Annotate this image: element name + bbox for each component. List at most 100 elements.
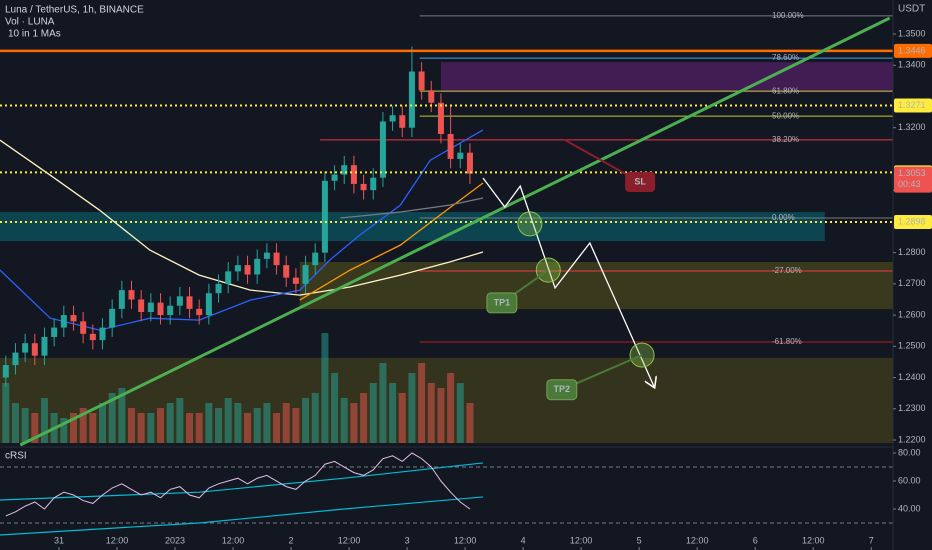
candle-body [466, 152, 473, 174]
candle-body [167, 305, 174, 316]
candle-body [51, 327, 58, 337]
last-price: 1.3053 [898, 168, 926, 178]
volume-bar [215, 408, 223, 443]
price-tag [894, 215, 932, 230]
candle-body [31, 343, 38, 356]
candle-body [399, 115, 406, 128]
fib-label: -61.80% [772, 337, 802, 346]
candle-body [350, 165, 357, 184]
candle-body [138, 299, 145, 312]
volume-bar [350, 403, 358, 443]
y-tick-label: 1.2200 [898, 434, 926, 444]
candle-body [70, 315, 77, 322]
candle-body [389, 115, 396, 122]
x-tick-label: 12:00 [222, 535, 245, 545]
moving-average [340, 197, 484, 219]
candle-body [205, 293, 212, 316]
candle-body [2, 365, 9, 378]
volume-bar [11, 403, 19, 443]
target-circle [517, 211, 543, 237]
fib-label: 0.00% [772, 213, 795, 222]
projection-path [482, 177, 655, 388]
x-tick-label: 12:00 [454, 535, 477, 545]
volume-bar [427, 383, 435, 443]
candle-body [128, 290, 135, 300]
volume-bar [176, 398, 184, 443]
candle-body [341, 165, 348, 175]
candle-body [379, 121, 386, 178]
y-tick-label: 1.2300 [898, 403, 926, 413]
x-tick-label: 6 [753, 535, 758, 545]
volume-bar [456, 383, 464, 443]
candle-body [428, 90, 435, 103]
rsi-tick-label: 40.00 [898, 503, 921, 513]
volume-bar [321, 333, 329, 443]
candle-body [360, 183, 367, 191]
fib-label: 78.60% [772, 53, 799, 62]
x-tick-label: 12:00 [338, 535, 361, 545]
volume-bar [79, 408, 87, 443]
y-tick-label: 1.3400 [898, 60, 926, 70]
volume-bar [447, 373, 455, 443]
currency: USDT [898, 4, 925, 15]
annotation-text: TP2 [554, 384, 571, 394]
candle-body [254, 258, 261, 275]
candle-body [99, 327, 106, 341]
candle-body [370, 177, 377, 191]
candle-body [331, 174, 338, 181]
candle-body [321, 180, 328, 253]
volume-bar [369, 383, 377, 443]
rsi-label: cRSI [5, 451, 27, 462]
volume-bar [437, 388, 445, 443]
candle-body [80, 321, 87, 334]
x-tick-label: 4 [521, 535, 526, 545]
candle-body [147, 302, 154, 312]
rsi-band [0, 496, 484, 536]
volume-bar [360, 393, 368, 443]
volume-bar [282, 403, 290, 443]
fib-label: -27.00% [772, 266, 802, 275]
candle-body [263, 252, 270, 259]
y-tick-label: 1.2400 [898, 372, 926, 382]
annotation-box [546, 379, 578, 401]
volume-bar [389, 383, 397, 443]
volume-bar [244, 413, 252, 443]
volume-bar [253, 408, 261, 443]
volume-bar [195, 413, 203, 443]
volume-bar [40, 398, 48, 443]
candle-body [157, 302, 164, 316]
volume-bar [89, 413, 97, 443]
rsi-line [5, 452, 471, 517]
volume-bar [108, 393, 116, 443]
y-tick-label: 1.2600 [898, 309, 926, 319]
volume-bar [186, 413, 194, 443]
fib-label: 100.00% [772, 11, 804, 20]
volume-bar [273, 413, 281, 443]
volume-bar [302, 398, 310, 443]
volume-bar [379, 363, 387, 443]
candle-body [312, 252, 319, 266]
fib-label: 38.20% [772, 135, 799, 144]
volume-bar [69, 413, 77, 443]
candle-body [225, 271, 232, 284]
annotation-box [625, 172, 656, 193]
candle-body [234, 265, 241, 272]
zone [299, 262, 893, 310]
volume-bar [60, 418, 68, 443]
price-axis [893, 0, 932, 550]
rsi-tick-label: 80.00 [898, 447, 921, 457]
volume-bar [166, 403, 174, 443]
candle-body [273, 252, 280, 266]
fib-label: 61.80% [772, 86, 799, 95]
volume-bar [234, 403, 242, 443]
candle-body [196, 308, 203, 316]
volume-bar [128, 408, 136, 443]
volume-bar [21, 408, 29, 443]
candle-body [22, 343, 29, 353]
candle-body [41, 336, 48, 356]
x-tick-label: 2 [289, 535, 294, 545]
y-tick-label: 1.2700 [898, 278, 926, 288]
annotation-text: SL [634, 176, 646, 186]
